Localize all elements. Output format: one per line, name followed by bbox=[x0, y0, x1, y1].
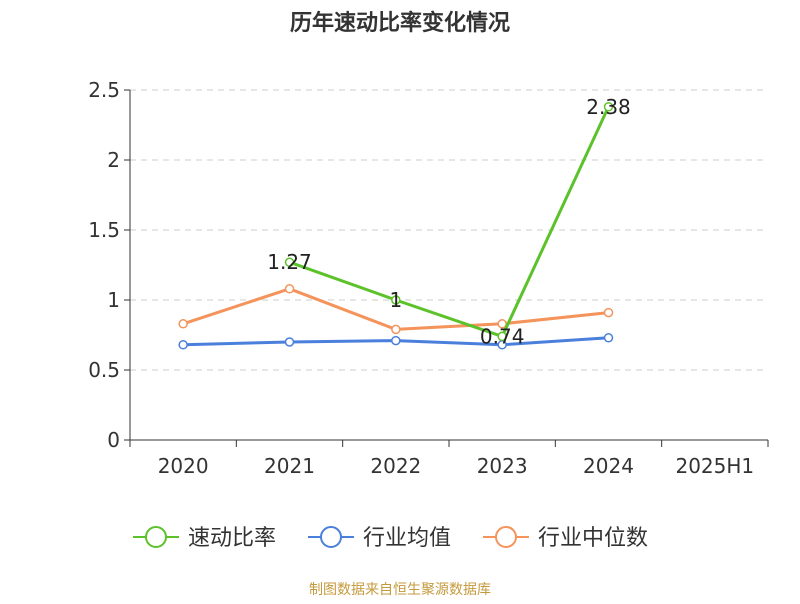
x-tick-label: 2024 bbox=[583, 454, 634, 478]
y-tick-label: 2.5 bbox=[88, 78, 120, 102]
x-tick-label: 2025H1 bbox=[675, 454, 754, 478]
legend-label: 行业中位数 bbox=[538, 526, 648, 551]
data-labels: 1.27 1 0.74 2.38 bbox=[267, 95, 631, 349]
data-point bbox=[497, 319, 507, 329]
y-tick-label: 1 bbox=[107, 288, 120, 312]
y-tick-label: 1.5 bbox=[88, 218, 120, 242]
axes: 0 0.5 1 1.5 2 2.5 2020 2021 2022 2023 2024 2025H1 bbox=[88, 78, 769, 478]
data-point bbox=[603, 307, 614, 318]
legend-swatch-marker bbox=[495, 526, 517, 548]
data-point bbox=[603, 333, 614, 343]
legend-label: 速动比率 bbox=[188, 526, 276, 551]
data-label: 1 bbox=[389, 288, 402, 312]
data-point bbox=[178, 319, 188, 329]
data-point bbox=[391, 324, 401, 335]
data-label: 1.27 bbox=[267, 250, 312, 274]
data-point bbox=[391, 295, 401, 305]
data-point bbox=[284, 337, 295, 347]
source-note: 制图数据来自恒生聚源数据库 bbox=[309, 582, 491, 598]
data-point bbox=[497, 331, 507, 342]
chart-title: 历年速动比率变化情况 bbox=[290, 10, 510, 36]
x-tick-label: 2023 bbox=[477, 454, 528, 478]
series-line bbox=[288, 105, 610, 338]
x-tick-label: 2022 bbox=[370, 454, 421, 478]
y-tick-label: 0 bbox=[107, 428, 120, 452]
legend-swatch-marker bbox=[320, 526, 342, 548]
data-point bbox=[603, 102, 614, 112]
data-label: 0.74 bbox=[480, 324, 525, 348]
legend: 速动比率 行业均值 行业中位数 bbox=[133, 526, 648, 551]
data-point bbox=[284, 284, 295, 294]
y-tick-label: 0.5 bbox=[88, 358, 120, 382]
data-label: 2.38 bbox=[586, 95, 631, 119]
data-point bbox=[284, 257, 295, 267]
data-point bbox=[391, 335, 401, 346]
y-tick-label: 2 bbox=[107, 148, 120, 172]
grid-lines bbox=[130, 89, 768, 371]
series-lines bbox=[178, 102, 614, 350]
data-point bbox=[178, 340, 188, 350]
legend-swatch-marker bbox=[145, 526, 167, 548]
x-tick-label: 2020 bbox=[158, 454, 209, 478]
legend-label: 行业均值 bbox=[363, 526, 451, 551]
x-tick-label: 2021 bbox=[264, 454, 315, 478]
